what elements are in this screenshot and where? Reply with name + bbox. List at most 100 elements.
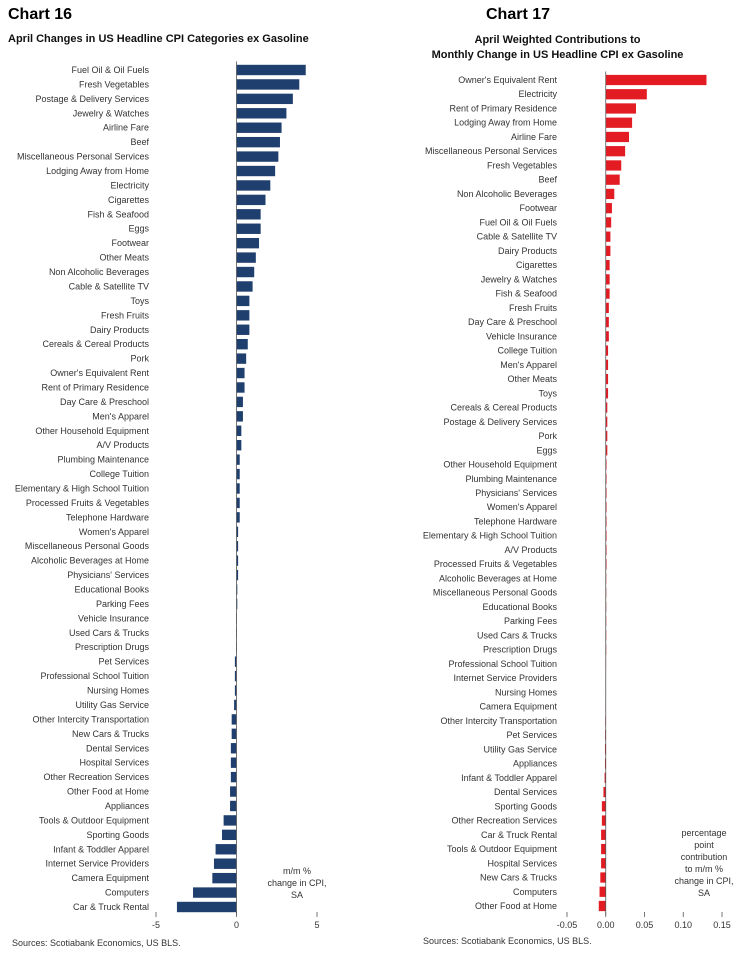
chart-16-bar [231,728,237,740]
chart-17-category-label: Tools & Outdoor Equipment [447,844,558,854]
chart-17-bar [605,217,612,228]
chart-17-bar [601,829,606,840]
chart-17-unit-line: SA [697,888,710,898]
chart-17-title: April Weighted Contributions to Monthly … [372,33,743,63]
chart-16-bar [215,844,237,855]
chart-17-unit-line: contribution [680,852,728,862]
chart-17-category-label: Women's Apparel [487,502,557,512]
chart-17-bar [600,872,606,883]
chart-16-category-label: Used Cars & Trucks [69,628,150,638]
chart-16-bar [213,858,237,869]
chart-16-category-label: Lodging Away from Home [46,166,149,176]
chart-17-bar [605,402,608,413]
chart-17-bar [605,131,629,143]
chart-16-category-label: Infant & Toddler Apparel [53,844,149,854]
chart-16-bar [236,440,242,451]
chart-17-category-label: Jewelry & Watches [481,274,558,284]
chart-17-category-label: Dental Services [494,787,558,797]
chart-16-bar [236,382,245,393]
chart-16-category-label: Non Alcoholic Beverages [49,267,150,277]
chart-17-category-label: College Tuition [497,346,557,356]
chart-16-bar [236,454,240,465]
chart-17-category-label: Elementary & High School Tuition [423,531,557,541]
chart-16-category-label: Vehicle Insurance [78,613,149,623]
chart-16-category-label: Internet Service Providers [45,859,149,869]
chart-17-category-label: Physicians' Services [475,488,557,498]
chart-17-category-label: Fuel Oil & Oil Fuels [479,217,557,227]
chart-17-category-label: Footwear [519,203,557,213]
chart-16-category-label: Other Household Equipment [35,426,149,436]
chart-17-category-label: Fresh Fruits [509,303,558,313]
chart-17-bar [601,843,606,855]
chart-17-category-label: Cigarettes [516,260,558,270]
chart-17-category-label: Sporting Goods [494,801,557,811]
chart-17-category-label: Hospital Services [487,858,557,868]
chart-16-bar [236,136,280,148]
chart-17-bar [605,445,608,456]
chart-16-category-label: Postage & Delivery Services [35,94,149,104]
chart-16-unit-line: change in CPI, [267,878,327,888]
chart-17-bar [599,886,606,897]
chart-16-bar [234,670,237,682]
chart-17-bar [605,373,609,385]
chart-17-category-label: A/V Products [504,545,557,555]
chart-16-bar [236,338,248,350]
chart-17-bar [603,786,606,798]
chart-17-category-label: Camera Equipment [479,702,557,712]
chart-16-x-tick-label: 0 [234,920,239,930]
chart-16-category-label: Prescription Drugs [75,642,150,652]
chart-16-category-label: Beef [130,137,149,147]
chart-16-x-tick-label: 5 [314,920,319,930]
chart-16-category-label: Utility Gas Service [75,700,149,710]
chart-16-category-label: Electricity [110,180,149,190]
chart-17-category-label: Other Household Equipment [443,460,557,470]
chart-17-category-label: Non Alcoholic Beverages [457,189,558,199]
chart-16-category-label: Plumbing Maintenance [57,455,149,465]
chart-16-bar [236,425,242,436]
chart-16-unit-line: m/m % [283,866,311,876]
chart-17-bar [605,274,610,285]
chart-16-x-tick-label: -5 [152,920,160,930]
chart-16-bar [236,526,239,537]
chart-17-category-label: Used Cars & Trucks [477,630,558,640]
chart-17-category-label: Educational Books [482,602,557,612]
chart-16-bar [236,281,253,292]
chart-17-bar [605,74,707,86]
chart-17-bar [605,146,626,157]
chart-16-category-label: Pet Services [98,657,149,667]
chart-16-category-label: Nursing Homes [87,686,150,696]
chart-16-bar [236,353,247,364]
chart-17-bar [601,815,606,826]
chart-17-unit-line: change in CPI, [674,876,734,886]
chart-17-x-tick-label: 0.00 [597,920,615,930]
chart-16-category-label: New Cars & Trucks [72,729,150,739]
chart-16-source: Sources: Scotiabank Economics, US BLS. [12,938,181,948]
chart-17-category-label: Professional School Tuition [448,659,557,669]
chart-16-category-label: Footwear [111,238,149,248]
chart-17-bar [605,203,612,214]
chart-16-category-label: Women's Apparel [79,527,149,537]
chart-16-title: April Changes in US Headline CPI Categor… [8,33,309,45]
chart-16-bar [236,569,239,581]
chart-17-plot: Owner's Equivalent Rent Electricity Rent o… [423,71,731,930]
chart-16-bar [236,151,279,162]
chart-17-category-label: Car & Truck Rental [481,830,557,840]
chart-16-bar [236,223,261,234]
chart-17-bar [605,416,608,427]
chart-17-category-label: Miscellaneous Personal Services [425,146,558,156]
chart-17-category-label: Day Care & Preschool [468,317,557,327]
chart-17-category-label: Cereals & Cereal Products [450,403,557,413]
chart-16-category-label: Miscellaneous Personal Goods [25,541,150,551]
chart-16-category-label: Fresh Fruits [101,310,150,320]
chart-16-category-label: Tools & Outdoor Equipment [39,815,150,825]
chart-16-bar [236,483,240,494]
chart-17-category-label: Dairy Products [498,246,558,256]
chart-17-bar [605,103,636,114]
chart-16-bar [231,714,237,725]
chart-16-bar [223,815,237,826]
chart-17-category-label: Rent of Primary Residence [449,103,557,113]
chart-16-unit-note: m/m % change in CPI, SA [262,865,332,901]
chart-16-category-label: Fish & Seafood [87,209,149,219]
chart-16-category-label: Cigarettes [108,195,150,205]
chart-16-bar [234,656,237,667]
